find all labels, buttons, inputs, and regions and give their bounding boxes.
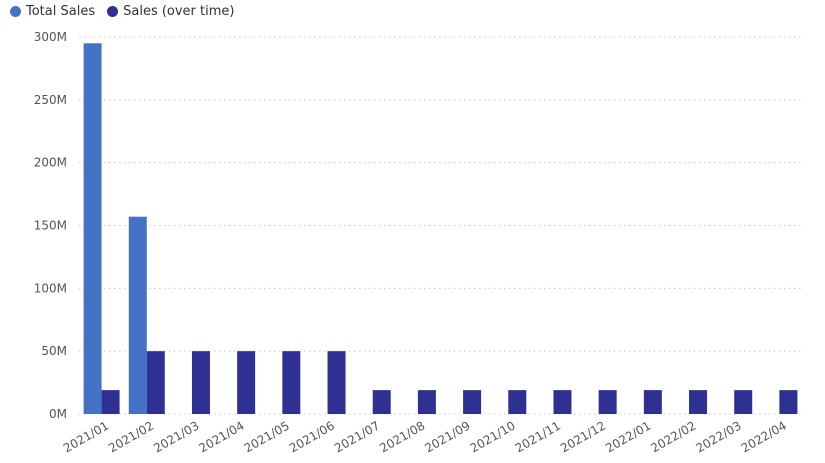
x-tick-label: 2021/09 [422,418,472,455]
x-tick-label: 2022/01 [603,418,653,455]
bar-total-sales[interactable] [128,216,147,414]
legend-label-sales-over-time: Sales (over time) [123,4,235,19]
bar-total-sales[interactable] [83,43,102,415]
bar-sales-over-time[interactable] [463,390,482,414]
legend-item-sales-over-time[interactable]: Sales (over time) [107,4,234,19]
x-tick-label: 2021/02 [106,418,156,455]
bar-sales-over-time[interactable] [508,390,527,414]
bar-sales-over-time[interactable] [689,390,708,414]
y-tick-label: 250M [34,93,67,107]
y-tick-label: 150M [34,219,67,233]
x-tick-label: 2022/03 [694,418,744,455]
legend-label-total-sales: Total Sales [26,4,96,19]
y-tick-label: 50M [41,344,67,358]
bar-sales-over-time[interactable] [282,351,301,414]
x-tick-label: 2022/02 [648,418,698,455]
bar-sales-over-time[interactable] [417,390,436,414]
x-tick-label: 2021/11 [513,418,563,455]
bar-sales-over-time[interactable] [191,351,210,414]
bar-sales-over-time[interactable] [101,390,120,414]
x-tick-label: 2021/08 [377,418,427,455]
y-tick-label: 100M [34,281,67,295]
legend-item-total-sales[interactable]: Total Sales [10,4,95,19]
x-tick-label: 2021/10 [468,418,518,455]
x-tick-label: 2021/01 [61,418,111,455]
x-tick-label: 2021/04 [196,418,246,455]
bar-sales-over-time[interactable] [598,390,617,414]
bar-sales-over-time[interactable] [779,390,798,414]
bar-sales-over-time[interactable] [372,390,391,414]
legend-swatch-sales-over-time [107,6,119,17]
bar-sales-over-time[interactable] [553,390,572,414]
legend: Total Sales Sales (over time) [10,4,234,19]
x-tick-label: 2021/06 [287,418,337,455]
x-tick-label: 2021/03 [151,418,201,455]
y-tick-label: 200M [34,156,67,170]
bar-sales-over-time[interactable] [146,351,165,414]
y-tick-label: 300M [34,30,67,44]
x-tick-label: 2022/04 [739,418,789,455]
y-tick-label: 0M [49,407,67,421]
legend-swatch-total-sales [10,6,21,17]
x-tick-label: 2021/05 [242,418,292,455]
bar-sales-over-time[interactable] [237,351,256,414]
x-tick-label: 2021/12 [558,418,608,455]
bar-sales-over-time[interactable] [643,390,662,414]
bar-sales-over-time[interactable] [734,390,753,414]
bar-sales-over-time[interactable] [327,351,346,414]
x-tick-label: 2021/07 [332,418,382,455]
